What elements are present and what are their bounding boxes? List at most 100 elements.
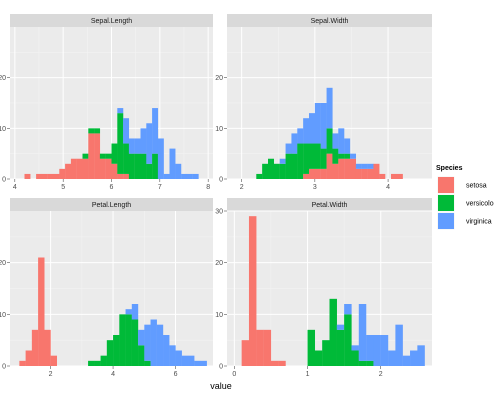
bar-versicolor xyxy=(297,143,304,179)
bar-versicolor xyxy=(322,340,330,366)
bar-virginica xyxy=(291,133,298,154)
bar-setosa xyxy=(270,360,279,366)
bar-versicolor xyxy=(262,163,269,179)
bar-versicolor xyxy=(88,360,95,366)
bar-versicolor xyxy=(100,355,107,366)
bar-setosa xyxy=(320,168,327,179)
bar-versicolor xyxy=(88,128,95,134)
bar-virginica xyxy=(279,158,286,164)
bar-setosa xyxy=(50,355,57,366)
bar-virginica xyxy=(138,329,145,346)
bar-setosa xyxy=(94,133,101,179)
y-tick-label: 20 xyxy=(215,75,223,82)
bar-versicolor xyxy=(307,329,316,366)
bar-setosa xyxy=(373,163,380,179)
bar-versicolor xyxy=(94,360,101,366)
legend-label-setosa: setosa xyxy=(466,183,487,190)
bar-virginica xyxy=(344,138,351,154)
bar-virginica xyxy=(181,173,188,179)
bar-virginica xyxy=(144,324,151,361)
bar-virginica xyxy=(175,350,182,366)
facet-strip-3 xyxy=(227,198,432,211)
y-tick-label: 10 xyxy=(0,126,6,133)
legend-swatch-virginica xyxy=(438,213,454,229)
bar-virginica xyxy=(117,108,124,114)
x-tick-label: 4 xyxy=(13,184,17,191)
bar-setosa xyxy=(88,133,95,179)
bar-setosa xyxy=(76,158,83,179)
bar-virginica xyxy=(285,143,292,154)
bar-virginica xyxy=(355,163,362,169)
bar-setosa xyxy=(256,329,264,366)
bar-virginica xyxy=(128,138,135,154)
bar-virginica xyxy=(194,360,201,366)
bar-versicolor xyxy=(279,163,286,179)
x-tick-label: 2 xyxy=(379,371,383,378)
bar-setosa xyxy=(396,173,403,179)
y-tick-label: 0 xyxy=(219,177,223,184)
bar-versicolor xyxy=(291,153,298,179)
bar-virginica xyxy=(150,319,157,366)
bar-virginica xyxy=(152,108,159,154)
x-tick-label: 6 xyxy=(110,184,114,191)
x-tick-label: 4 xyxy=(111,371,115,378)
facet-strip-2 xyxy=(10,198,213,211)
bar-versicolor xyxy=(144,360,151,366)
y-tick-label: 20 xyxy=(0,260,6,267)
bar-versicolor xyxy=(119,314,126,366)
bar-virginica xyxy=(402,355,411,366)
bar-setosa xyxy=(24,173,31,179)
bar-versicolor xyxy=(329,298,337,366)
bar-setosa xyxy=(379,173,386,179)
bar-setosa xyxy=(70,158,77,179)
bar-virginica xyxy=(410,350,418,366)
bar-versicolor xyxy=(358,360,367,366)
bar-virginica xyxy=(388,350,396,366)
bar-versicolor xyxy=(99,153,106,159)
bar-setosa xyxy=(53,173,60,179)
bar-setosa xyxy=(47,173,54,179)
y-tick-label: 10 xyxy=(0,312,6,319)
bar-virginica xyxy=(314,103,321,144)
facet-title: Petal.Width xyxy=(312,202,348,209)
x-tick-label: 2 xyxy=(240,184,244,191)
bar-setosa xyxy=(65,163,72,179)
bar-setosa xyxy=(338,158,345,179)
bar-virginica xyxy=(309,113,316,144)
bar-versicolor xyxy=(273,163,280,179)
bar-setosa xyxy=(303,173,310,179)
facet-title: Petal.Length xyxy=(92,202,131,209)
x-tick-label: 7 xyxy=(158,184,162,191)
bar-versicolor xyxy=(117,113,124,174)
bar-setosa xyxy=(391,173,398,179)
bar-setosa xyxy=(105,158,112,179)
bar-setosa xyxy=(41,173,48,179)
bar-versicolor xyxy=(309,143,316,169)
bar-virginica xyxy=(380,335,389,366)
bar-versicolor xyxy=(131,319,139,366)
bar-virginica xyxy=(146,123,153,164)
bar-setosa xyxy=(344,158,351,179)
bar-setosa xyxy=(38,257,45,366)
legend-swatch-versicolor xyxy=(438,195,454,211)
bar-setosa xyxy=(355,168,362,179)
bar-versicolor xyxy=(336,329,345,366)
bar-setosa xyxy=(241,340,250,366)
x-tick-label: 2 xyxy=(49,371,53,378)
x-tick-label: 6 xyxy=(174,371,178,378)
bar-versicolor xyxy=(320,148,327,169)
y-tick-label: 20 xyxy=(215,260,223,267)
bar-virginica xyxy=(169,345,176,366)
bar-virginica xyxy=(123,118,130,144)
x-tick-label: 8 xyxy=(206,184,210,191)
bar-versicolor xyxy=(332,148,339,164)
facet-title: Sepal.Length xyxy=(91,18,132,25)
bar-virginica xyxy=(336,324,345,330)
bar-setosa xyxy=(44,329,51,366)
bar-virginica xyxy=(361,163,368,169)
bar-versicolor xyxy=(123,143,130,174)
facet-strip-1 xyxy=(227,14,432,27)
bar-virginica xyxy=(395,324,403,366)
bar-versicolor xyxy=(125,314,132,366)
bar-virginica xyxy=(320,103,327,149)
